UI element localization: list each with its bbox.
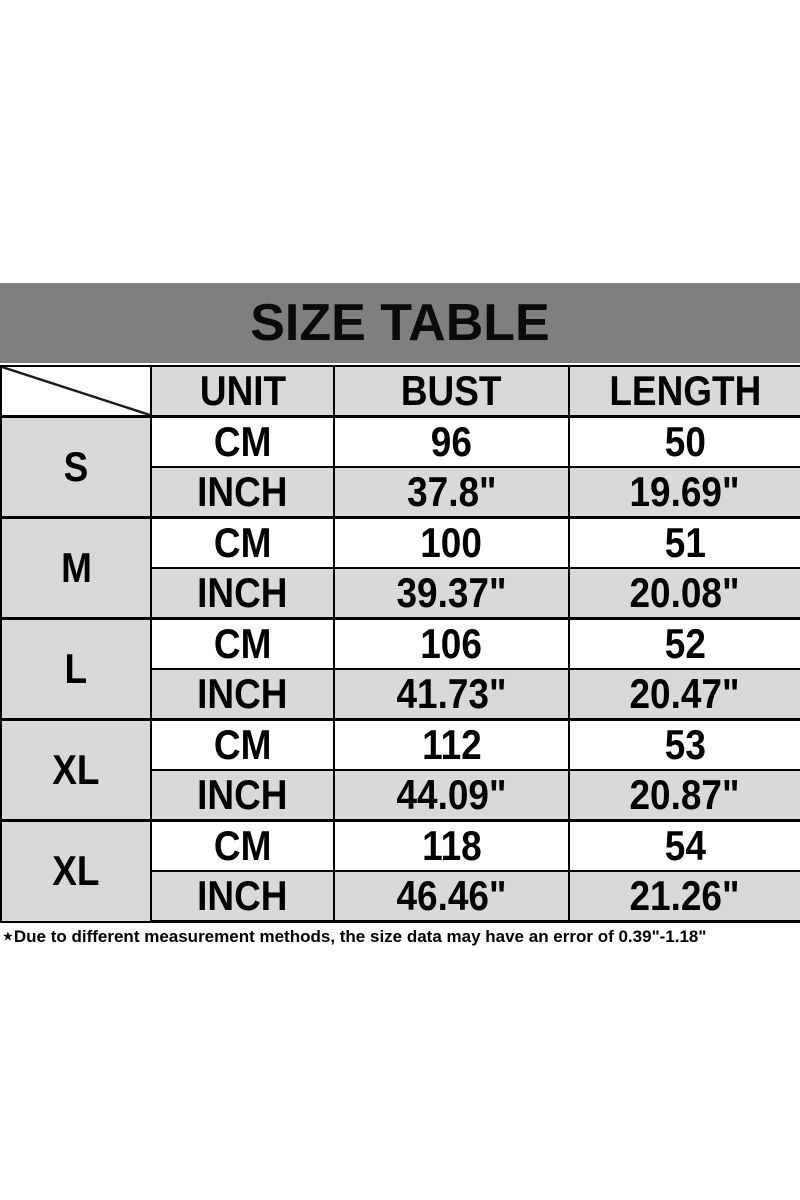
table-row: M CM 100 51 [0,516,800,620]
bust-cell: 44.09" [333,769,570,822]
footnote-star-icon: ★ [3,931,13,943]
table-row: INCH 44.09" 20.87" [1,769,800,822]
length-cell: 54 [568,819,800,872]
size-label-cell: L [0,617,152,721]
table-row: S CM 96 50 [0,415,800,519]
table-row: XL CM 118 54 [0,819,800,923]
length-cell: 51 [568,516,800,569]
size-label-cell: XL [0,718,152,822]
length-cell: 53 [568,718,800,771]
unit-cell: INCH [150,769,335,822]
bust-cell: 118 [333,819,570,872]
size-label-cell: S [0,415,152,519]
bust-cell: 39.37" [333,567,570,620]
unit-cell: CM [150,415,335,468]
header-row: UNIT BUST LENGTH [0,365,800,418]
length-cell: 21.26" [568,870,800,923]
size-label-cell: XL [0,819,152,923]
length-cell: 20.08" [568,567,800,620]
bust-cell: 112 [333,718,570,771]
length-cell: 20.87" [568,769,800,822]
unit-cell: CM [150,617,335,670]
length-cell: 52 [568,617,800,670]
footnote: ★Due to different measurement methods, t… [0,927,800,947]
bust-cell: 41.73" [333,668,570,721]
unit-cell: INCH [150,466,335,519]
bust-cell: 37.8" [333,466,570,519]
bust-cell: 46.46" [333,870,570,923]
length-cell: 20.47" [568,668,800,721]
table-row: INCH 39.37" 20.08" [1,567,800,620]
unit-cell: CM [150,718,335,771]
title-bar: SIZE TABLE [0,283,800,363]
column-header-unit: UNIT [150,365,335,418]
table-row: INCH 37.8" 19.69" [1,466,800,519]
size-table: UNIT BUST LENGTH S CM 96 50 INCH 37.8" 1… [0,365,800,923]
bust-cell: 100 [333,516,570,569]
unit-cell: CM [150,516,335,569]
unit-cell: INCH [150,668,335,721]
unit-cell: INCH [150,567,335,620]
size-chart: SIZE TABLE UNIT BUST LENGTH S CM 96 [0,283,800,947]
table-row: L CM 106 52 [0,617,800,721]
unit-cell: CM [150,819,335,872]
diagonal-line [3,367,149,415]
column-header-bust: BUST [333,365,570,418]
bust-cell: 96 [333,415,570,468]
column-header-length: LENGTH [568,365,800,418]
table-row: INCH 41.73" 20.47" [1,668,800,721]
bust-cell: 106 [333,617,570,670]
size-label-cell: M [0,516,152,620]
length-cell: 50 [568,415,800,468]
table-row: INCH 46.46" 21.26" [1,870,800,923]
page-title: SIZE TABLE [250,294,550,352]
diagonal-corner-cell [0,365,152,418]
table-row: XL CM 112 53 [0,718,800,822]
footnote-text: Due to different measurement methods, th… [13,927,707,946]
unit-cell: INCH [150,870,335,923]
length-cell: 19.69" [568,466,800,519]
